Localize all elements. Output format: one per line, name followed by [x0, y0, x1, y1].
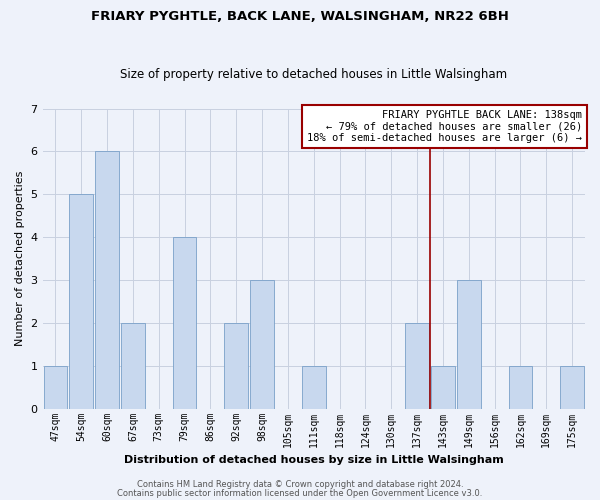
Bar	[509, 366, 532, 408]
Bar	[44, 366, 67, 408]
Bar	[431, 366, 455, 408]
X-axis label: Distribution of detached houses by size in Little Walsingham: Distribution of detached houses by size …	[124, 455, 503, 465]
Text: FRIARY PYGHTLE, BACK LANE, WALSINGHAM, NR22 6BH: FRIARY PYGHTLE, BACK LANE, WALSINGHAM, N…	[91, 10, 509, 23]
Bar	[70, 194, 93, 408]
Y-axis label: Number of detached properties: Number of detached properties	[15, 171, 25, 346]
Bar	[302, 366, 326, 408]
Bar	[224, 323, 248, 408]
Text: FRIARY PYGHTLE BACK LANE: 138sqm
← 79% of detached houses are smaller (26)
18% o: FRIARY PYGHTLE BACK LANE: 138sqm ← 79% o…	[307, 110, 582, 144]
Bar	[560, 366, 584, 408]
Bar	[457, 280, 481, 408]
Title: Size of property relative to detached houses in Little Walsingham: Size of property relative to detached ho…	[120, 68, 508, 81]
Bar	[173, 237, 196, 408]
Text: Contains HM Land Registry data © Crown copyright and database right 2024.: Contains HM Land Registry data © Crown c…	[137, 480, 463, 489]
Bar	[405, 323, 429, 408]
Bar	[95, 152, 119, 408]
Bar	[250, 280, 274, 408]
Bar	[121, 323, 145, 408]
Text: Contains public sector information licensed under the Open Government Licence v3: Contains public sector information licen…	[118, 488, 482, 498]
